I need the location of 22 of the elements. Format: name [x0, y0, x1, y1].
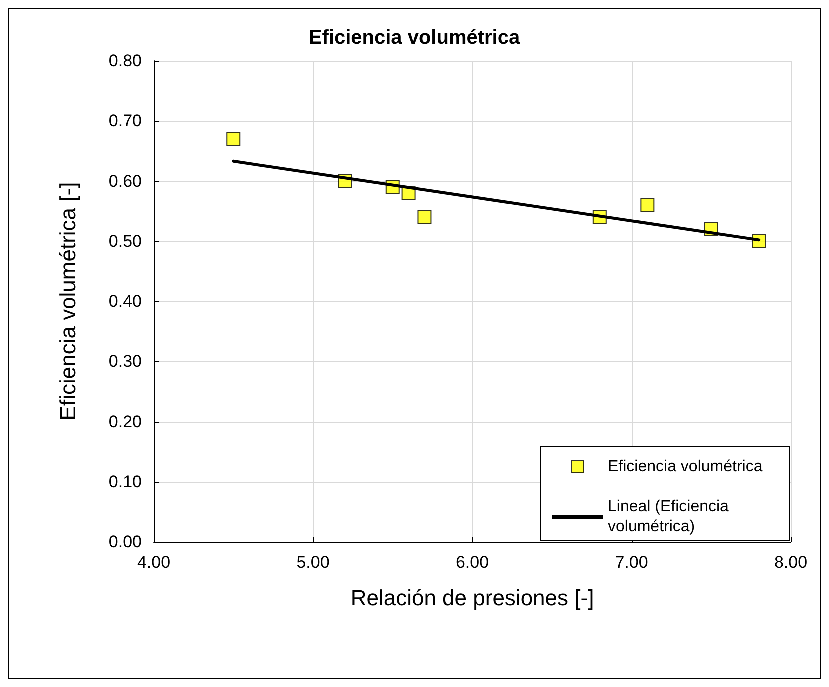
y-axis-title: Eficiencia volumétrica [-] — [56, 182, 80, 421]
x-tick-label: 7.00 — [615, 553, 648, 572]
x-tick-label: 8.00 — [774, 553, 808, 572]
y-tick-label: 0.30 — [108, 352, 142, 372]
x-tick-label: 4.00 — [137, 553, 171, 572]
y-tick-label: 0.70 — [108, 112, 142, 131]
legend-label: Eficiencia volumétrica — [608, 458, 763, 476]
x-tick-label: 6.00 — [456, 553, 490, 572]
point — [226, 132, 241, 146]
x-axis-title: Relación de presiones [-] — [350, 586, 594, 610]
y-tick-label: 0.00 — [108, 532, 142, 552]
y-tick-label: 0.80 — [108, 52, 142, 70]
point — [418, 210, 432, 224]
y-tick-label: 0.20 — [108, 412, 142, 432]
y-tick-label: 0.10 — [108, 472, 142, 492]
y-tick-label: 0.50 — [108, 232, 142, 251]
x-tick-label: 5.00 — [296, 553, 330, 572]
point — [640, 198, 655, 212]
y-tick-label: 0.40 — [108, 292, 142, 311]
legend-label: Lineal (Eficiencia volumétrica) — [608, 498, 734, 536]
y-tick-label: 0.60 — [108, 172, 142, 191]
chart-title: Eficiencia volumétrica — [308, 27, 521, 49]
